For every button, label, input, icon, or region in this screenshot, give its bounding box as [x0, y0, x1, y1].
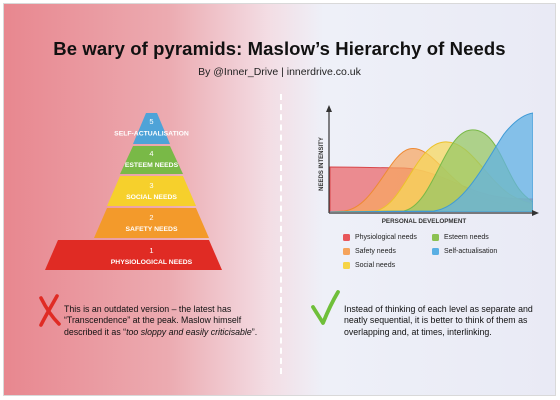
right-note: Instead of thinking of each level as sep…: [344, 304, 533, 337]
legend-label: Physiological needs: [355, 234, 417, 241]
x-axis-label: PERSONAL DEVELOPMENT: [382, 218, 467, 225]
pyramid-level-5: 5 SELF-ACTUALISATION: [114, 113, 189, 144]
legend-item-esteem: Esteem needs: [432, 234, 489, 241]
pyramid-level-number: 5: [149, 117, 153, 126]
pyramid-level-label: SELF-ACTUALISATION: [114, 131, 189, 138]
pyramid-level-number: 4: [149, 149, 153, 158]
pyramid-level-label: PHYSIOLOGICAL NEEDS: [111, 259, 193, 266]
cross-mark-icon: [39, 294, 61, 327]
needs-curves: [329, 112, 533, 212]
maslow-quote: too sloppy and easily criticisable: [126, 326, 252, 337]
legend-label: Social needs: [355, 262, 396, 269]
legend-label: Safety needs: [355, 248, 396, 255]
curve-self-actualisation: [329, 112, 533, 212]
y-axis-arrow-icon: [326, 105, 332, 112]
pyramid-level-number: 2: [149, 213, 153, 222]
legend-item-safety: Safety needs: [343, 248, 396, 255]
byline: By @Inner_Drive | innerdrive.co.uk: [198, 66, 361, 78]
legend-swatch: [432, 248, 439, 255]
pyramid-level-4: 4 ESTEEM NEEDS: [120, 146, 183, 174]
needs-chart: NEEDS INTENSITY PERSONAL DEVELOPMENT: [319, 105, 539, 225]
y-axis-label: NEEDS INTENSITY: [319, 137, 325, 191]
pyramid-level-label: ESTEEM NEEDS: [125, 162, 179, 169]
page-title: Be wary of pyramids: Maslow’s Hierarchy …: [53, 38, 506, 59]
legend-label: Self-actualisation: [444, 248, 498, 255]
legend-swatch: [343, 234, 350, 241]
legend-item-self-actualisation: Self-actualisation: [432, 248, 497, 255]
left-note: This is an outdated version – the latest…: [64, 304, 258, 337]
legend-swatch: [343, 262, 350, 269]
pyramid-level-number: 1: [149, 246, 153, 255]
infographic: Be wary of pyramids: Maslow’s Hierarchy …: [3, 3, 556, 396]
dashed-divider: [280, 94, 282, 374]
pyramid-level-2: 2 SAFETY NEEDS: [94, 208, 209, 238]
pyramid-level-label: SOCIAL NEEDS: [126, 194, 177, 201]
legend-swatch: [432, 234, 439, 241]
legend-item-social: Social needs: [343, 262, 395, 269]
pyramid-level-1: 1 PHYSIOLOGICAL NEEDS: [45, 240, 222, 270]
legend-item-physiological: Physiological needs: [343, 234, 417, 241]
legend-label: Esteem needs: [444, 234, 489, 241]
x-axis-arrow-icon: [532, 210, 539, 216]
check-mark-icon: [311, 290, 340, 325]
pyramid-level-label: SAFETY NEEDS: [126, 226, 178, 233]
legend-swatch: [343, 248, 350, 255]
pyramid-diagram: 5 SELF-ACTUALISATION 4 ESTEEM NEEDS 3 SO…: [39, 105, 539, 327]
pyramid-level-number: 3: [149, 181, 153, 190]
pyramid-level-3: 3 SOCIAL NEEDS: [107, 176, 196, 206]
